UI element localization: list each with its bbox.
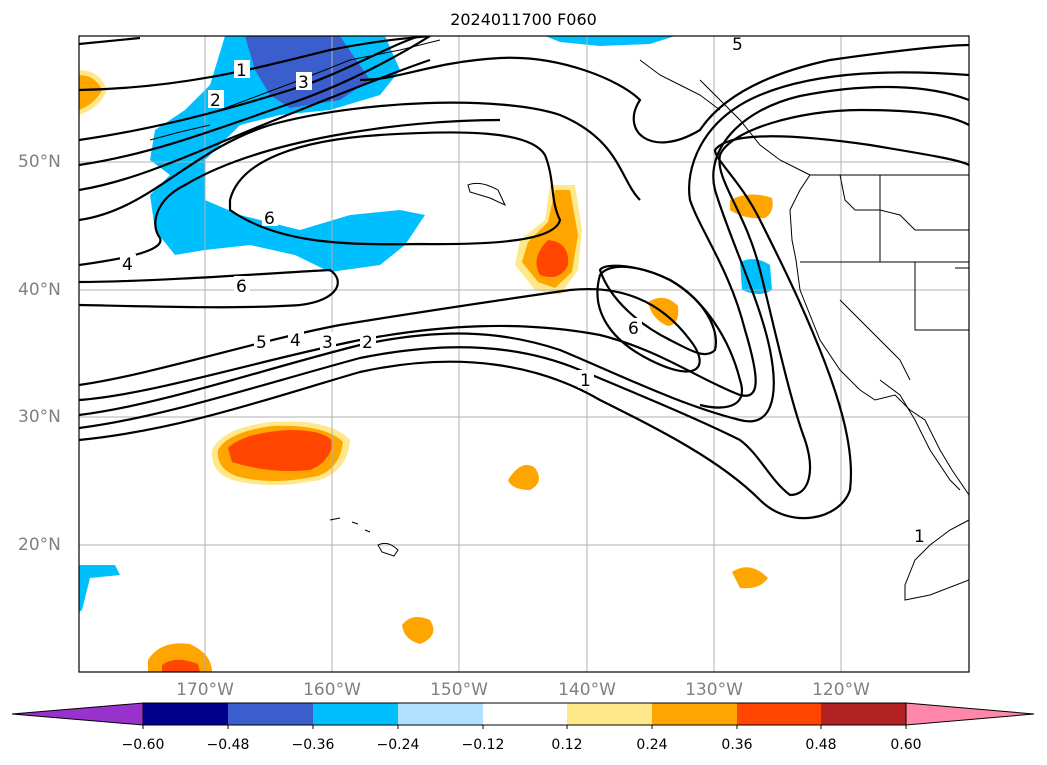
lon-label: 160°W <box>303 680 361 700</box>
colorbar-tick-label: −0.12 <box>461 737 505 753</box>
colorbar-tick-label: 0.36 <box>721 737 753 753</box>
plot-frame <box>78 35 970 673</box>
coastlines <box>149 39 969 601</box>
contour-labels: 1 2 3 1 2 3 4 5 6 6 4 6 1 5 <box>120 35 928 547</box>
contour-label: 6 <box>628 319 639 339</box>
map-title: 2024011700 F060 <box>450 10 597 29</box>
contour-label: 2 <box>362 333 373 353</box>
colorbar-tick-label: 0.48 <box>805 737 837 753</box>
lat-label: 20°N <box>18 535 61 555</box>
lon-label: 130°W <box>685 680 743 700</box>
colorbar-tick-label: −0.60 <box>121 737 165 753</box>
lon-label: 140°W <box>558 680 616 700</box>
colorbar-tick-label: −0.48 <box>206 737 250 753</box>
lat-label: 30°N <box>18 407 61 427</box>
lon-label: 120°W <box>812 680 870 700</box>
lon-label: 170°W <box>176 680 234 700</box>
colorbar-extend-low <box>11 702 144 726</box>
contour-label: 1 <box>914 527 925 547</box>
colorbar-tick-label: 0.24 <box>636 737 668 753</box>
colorbar-extend-high <box>905 702 1035 726</box>
gridlines <box>79 36 969 672</box>
contour-label: 1 <box>580 371 591 391</box>
lat-label: 50°N <box>18 152 61 172</box>
contour-label: 5 <box>732 35 743 55</box>
positive-anomaly-regions <box>79 70 773 672</box>
contour-label: 6 <box>236 277 247 297</box>
contour-label: 4 <box>122 255 133 275</box>
contour-label: 3 <box>298 73 309 93</box>
colorbar-tick-label: −0.24 <box>376 737 420 753</box>
lon-label: 150°W <box>430 680 488 700</box>
lat-label: 40°N <box>18 280 61 300</box>
colorbar <box>11 702 1035 729</box>
colorbar-tick-label: 0.12 <box>551 737 583 753</box>
contour-label: 5 <box>256 333 267 353</box>
contour-label: 4 <box>290 331 301 351</box>
colorbar-tick-label: −0.36 <box>291 737 335 753</box>
contour-label: 1 <box>236 61 247 81</box>
colorbar-tick-label: 0.60 <box>890 737 922 753</box>
contour-label: 3 <box>322 333 333 353</box>
contour-lines <box>79 36 969 520</box>
contour-label: 6 <box>264 209 275 229</box>
contour-label: 2 <box>210 91 221 111</box>
